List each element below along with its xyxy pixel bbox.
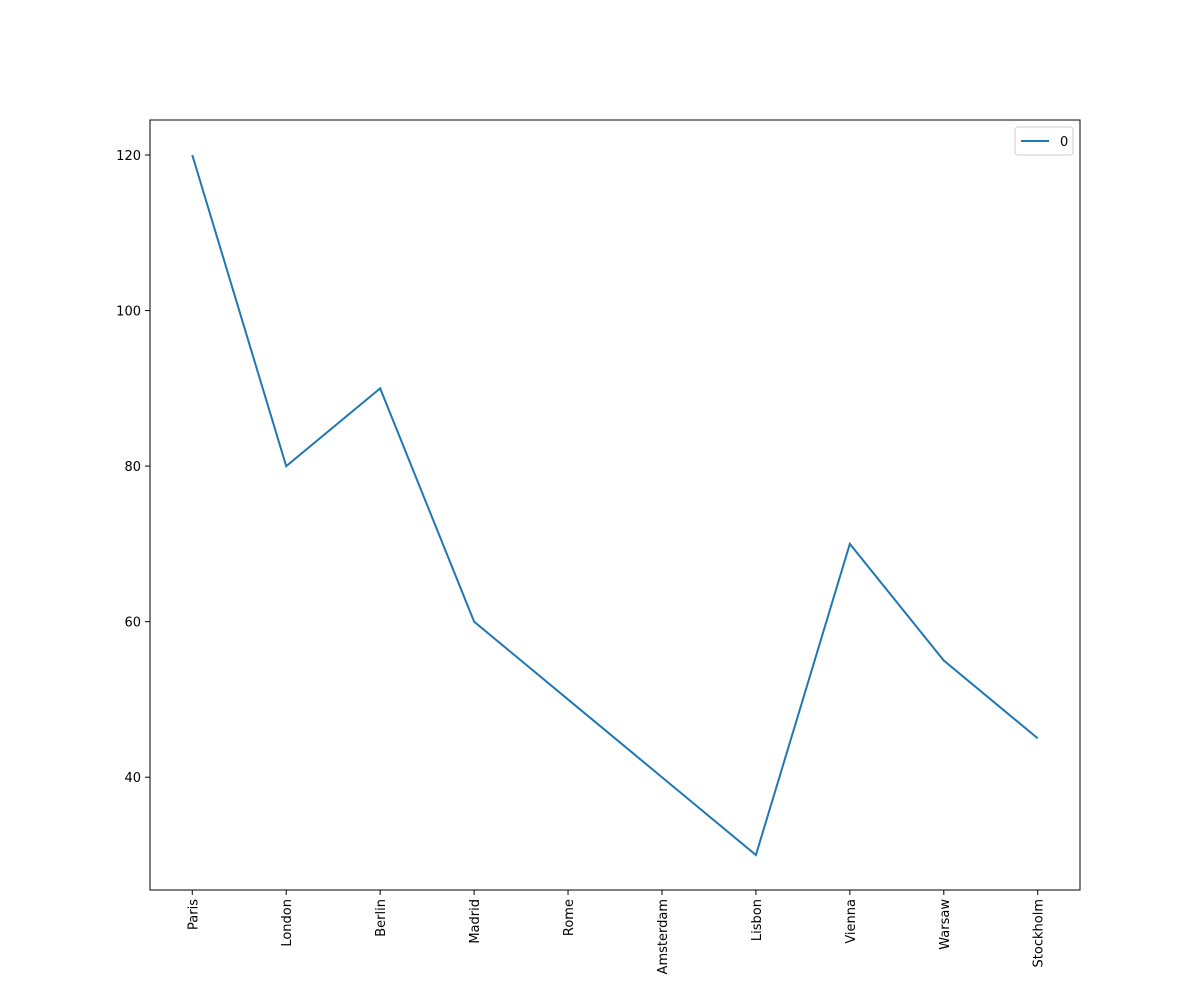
x-tick-label: Madrid	[468, 899, 483, 944]
x-tick-label: Berlin	[374, 899, 389, 937]
line-series	[191, 154, 1039, 857]
legend: 0	[1014, 126, 1074, 156]
x-tick-label: Stockholm	[1032, 899, 1047, 967]
x-tick-label: Lisbon	[750, 899, 765, 941]
y-tick-label: 100	[116, 305, 141, 320]
y-tick-label: 120	[116, 149, 141, 164]
y-tick-label: 60	[124, 616, 141, 631]
x-tick-label: Amsterdam	[656, 899, 671, 974]
x-tick-label: Paris	[186, 899, 201, 930]
x-tick-label: Warsaw	[938, 899, 953, 950]
legend-label: 0	[1060, 135, 1068, 150]
y-tick-label: 80	[124, 460, 141, 475]
plot-frame	[149, 119, 1081, 891]
x-tick-label: London	[280, 899, 295, 947]
x-tick-label: Vienna	[844, 899, 859, 944]
y-tick-label: 40	[124, 771, 141, 786]
x-tick-label: Rome	[562, 899, 577, 936]
